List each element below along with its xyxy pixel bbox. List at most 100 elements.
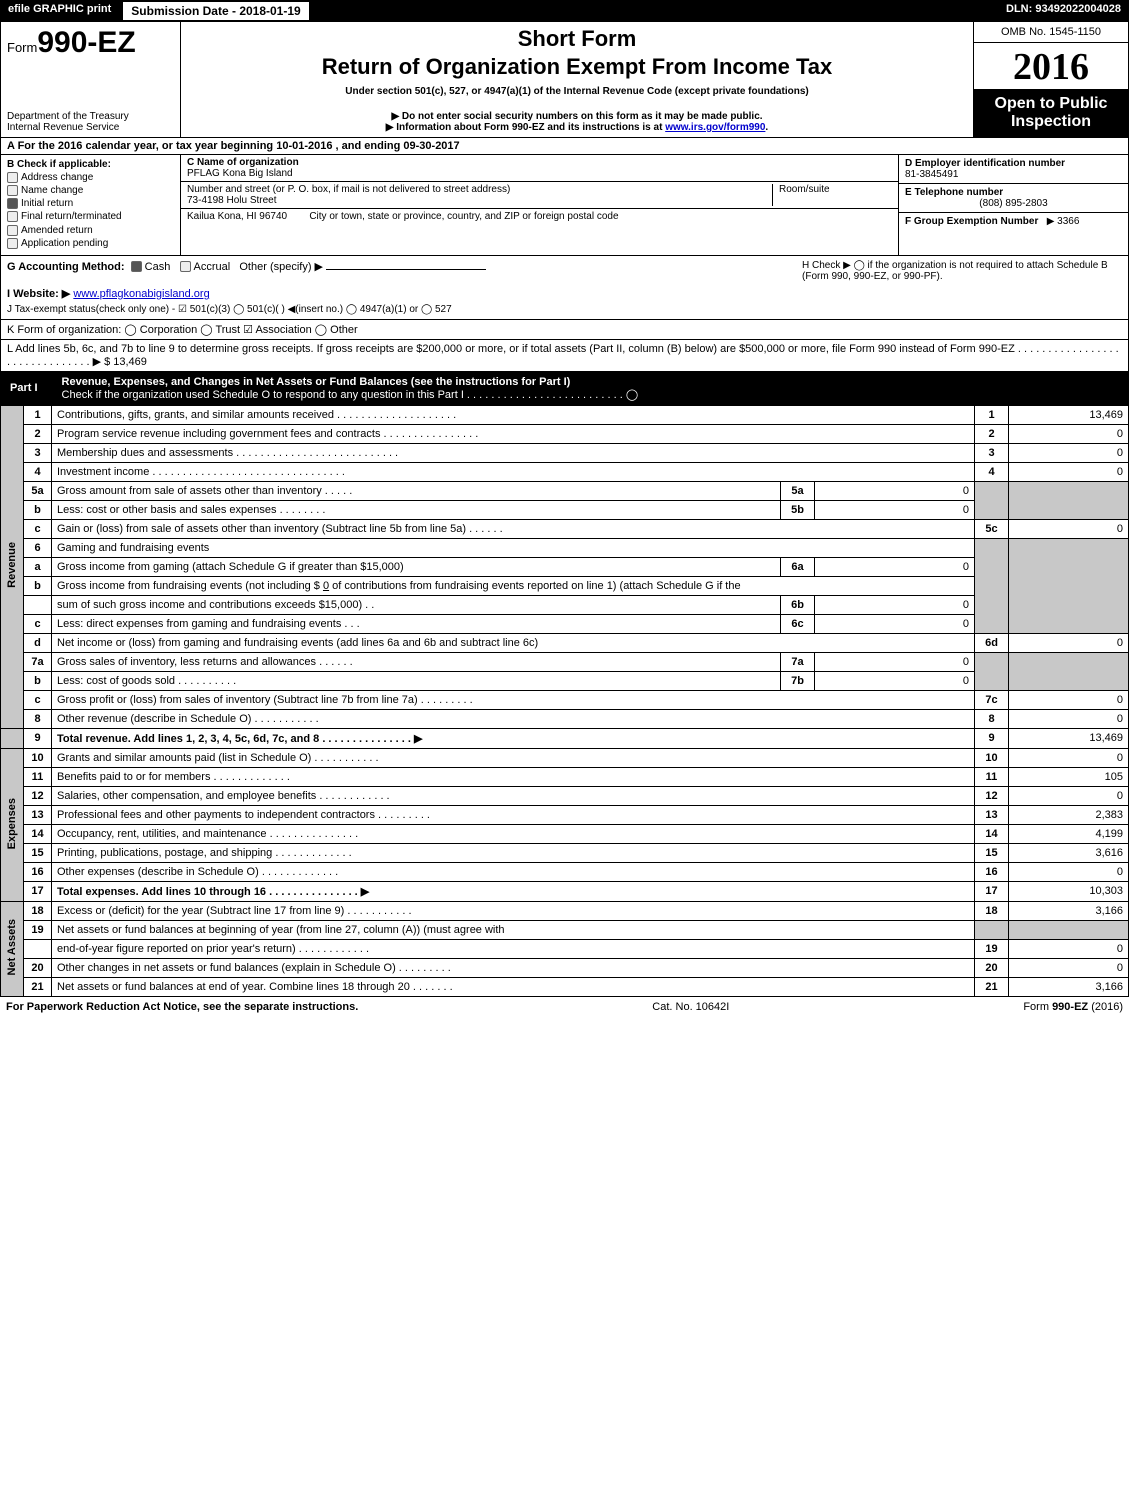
sub-amount: 0 [815, 652, 975, 671]
table-row: 2 Program service revenue including gove… [1, 424, 1129, 443]
table-row: 4 Investment income . . . . . . . . . . … [1, 462, 1129, 481]
part1-title: Revenue, Expenses, and Changes in Net As… [62, 376, 571, 388]
grey-cell [1009, 538, 1129, 633]
dln-number: DLN: 93492022004028 [998, 0, 1129, 22]
line-k: K Form of organization: ◯ Corporation ◯ … [1, 320, 1128, 340]
line-num: c [24, 614, 52, 633]
f-group-block: F Group Exemption Number ▶ 3366 [899, 213, 1128, 230]
line-amount: 0 [1009, 424, 1129, 443]
short-form-title: Short Form [187, 26, 967, 52]
c-room-block: Room/suite [772, 184, 892, 206]
table-row: d Net income or (loss) from gaming and f… [1, 633, 1129, 652]
table-row: 13Professional fees and other payments t… [1, 805, 1129, 824]
sub-ref: 5a [781, 481, 815, 500]
line-ref: 17 [975, 881, 1009, 901]
under-section: Under section 501(c), 527, or 4947(a)(1)… [187, 86, 967, 97]
chk-label: Final return/terminated [21, 212, 122, 223]
dept-irs: Internal Revenue Service [7, 122, 174, 133]
grid-b-h: B Check if applicable: Address change Na… [1, 155, 1128, 255]
line-ref: 7c [975, 690, 1009, 709]
submission-date: Submission Date - 2018-01-19 [121, 0, 310, 22]
line-desc: Grants and similar amounts paid (list in… [52, 748, 975, 767]
chk-name-change[interactable]: Name change [7, 185, 174, 196]
d-ein-block: D Employer identification number 81-3845… [899, 155, 1128, 184]
line-ref: 18 [975, 901, 1009, 920]
g-label: G Accounting Method: [7, 261, 125, 273]
line-a: A For the 2016 calendar year, or tax yea… [1, 138, 1128, 155]
section-a-h: A For the 2016 calendar year, or tax yea… [0, 138, 1129, 256]
line-desc: Gross amount from sale of assets other t… [52, 481, 781, 500]
chk-application-pending[interactable]: Application pending [7, 238, 174, 249]
open-to-public: Open to Public Inspection [974, 89, 1128, 137]
line-ref: 20 [975, 958, 1009, 977]
line-num: 12 [24, 786, 52, 805]
part1-label: Part I [0, 378, 56, 398]
chk-final-return[interactable]: Final return/terminated [7, 211, 174, 222]
c-name-label: C Name of organization [187, 157, 299, 168]
line-i: I Website: ▶ www.pflagkonabigisland.org [7, 287, 802, 300]
line-num: 4 [24, 462, 52, 481]
line-amount: 0 [1009, 690, 1129, 709]
table-row: 20 Other changes in net assets or fund b… [1, 958, 1129, 977]
e-label: E Telephone number [905, 187, 1003, 198]
form-number: Form990-EZ [7, 26, 174, 60]
line-amount: 0 [1009, 939, 1129, 958]
line-amount: 10,303 [1009, 881, 1129, 901]
line-desc: Less: direct expenses from gaming and fu… [52, 614, 781, 633]
l6b-post: of contributions from fundraising events… [329, 580, 741, 592]
footer-mid: Cat. No. 10642I [652, 1001, 729, 1013]
table-row: 11Benefits paid to or for members . . . … [1, 767, 1129, 786]
grey-cell [975, 652, 1009, 690]
chk-amended-return[interactable]: Amended return [7, 225, 174, 236]
line-ref: 2 [975, 424, 1009, 443]
table-row: Net Assets 18 Excess or (deficit) for th… [1, 901, 1129, 920]
line-desc: Other revenue (describe in Schedule O) .… [52, 709, 975, 728]
c-room-label: Room/suite [779, 184, 830, 195]
form-prefix: Form [7, 40, 37, 55]
line-desc: Excess or (deficit) for the year (Subtra… [52, 901, 975, 920]
line-desc: Gain or (loss) from sale of assets other… [52, 519, 975, 538]
line-ref: 12 [975, 786, 1009, 805]
line-desc: Occupancy, rent, utilities, and maintena… [52, 824, 975, 843]
line-amount: 0 [1009, 958, 1129, 977]
line-amount: 4,199 [1009, 824, 1129, 843]
line-desc: Gross income from fundraising events (no… [52, 576, 975, 595]
chk-initial-return[interactable]: Initial return [7, 198, 174, 209]
line-amount: 0 [1009, 443, 1129, 462]
line-num: 15 [24, 843, 52, 862]
line-num: 7a [24, 652, 52, 671]
line-ref: 19 [975, 939, 1009, 958]
chk-cash[interactable] [131, 261, 142, 272]
table-row: 15Printing, publications, postage, and s… [1, 843, 1129, 862]
e-phone-block: E Telephone number (808) 895-2803 [899, 184, 1128, 213]
line-num [24, 595, 52, 614]
sub-amount: 0 [815, 500, 975, 519]
grey-cell [975, 920, 1009, 939]
g-other-line [326, 269, 486, 270]
line-amount: 3,166 [1009, 901, 1129, 920]
line-desc: Total revenue. Add lines 1, 2, 3, 4, 5c,… [52, 728, 975, 748]
table-row: 9 Total revenue. Add lines 1, 2, 3, 4, 5… [1, 728, 1129, 748]
efile-print-button[interactable]: efile GRAPHIC print [0, 0, 121, 22]
tax-year: 2016 [974, 43, 1128, 89]
table-row: 7a Gross sales of inventory, less return… [1, 652, 1129, 671]
line-desc: Net assets or fund balances at end of ye… [52, 977, 975, 996]
footer-right-bold: 990-EZ [1052, 1001, 1088, 1013]
line-num: c [24, 519, 52, 538]
l-value: $ 13,469 [104, 356, 147, 368]
line-desc: Salaries, other compensation, and employ… [52, 786, 975, 805]
chk-address-change[interactable]: Address change [7, 172, 174, 183]
table-row: c Gross profit or (loss) from sales of i… [1, 690, 1129, 709]
line-num: 19 [24, 920, 52, 939]
table-row: 17Total expenses. Add lines 10 through 1… [1, 881, 1129, 901]
c-addr-value: 73-4198 Holu Street [187, 195, 277, 206]
line-ref: 11 [975, 767, 1009, 786]
chk-label: Application pending [21, 238, 108, 249]
irs-link[interactable]: www.irs.gov/form990 [665, 122, 765, 133]
website-link[interactable]: www.pflagkonabigisland.org [73, 288, 209, 300]
line-desc: Other changes in net assets or fund bala… [52, 958, 975, 977]
chk-accrual[interactable] [180, 261, 191, 272]
line-desc: Other expenses (describe in Schedule O) … [52, 862, 975, 881]
line-desc: Total expenses. Add lines 10 through 16 … [52, 881, 975, 901]
table-row: 6 Gaming and fundraising events [1, 538, 1129, 557]
